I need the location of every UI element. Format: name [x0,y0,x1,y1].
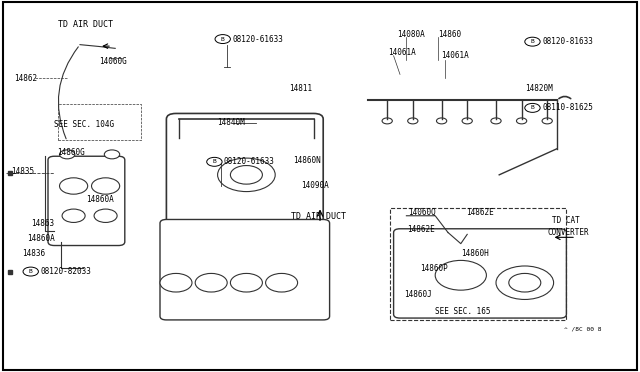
Circle shape [408,118,418,124]
Circle shape [509,273,541,292]
Text: B: B [531,105,534,110]
Text: 08120-81633: 08120-81633 [542,37,593,46]
Circle shape [104,150,120,159]
Text: 14862E: 14862E [407,225,435,234]
Circle shape [23,267,38,276]
Text: B: B [29,269,33,274]
Text: 14060G: 14060G [99,57,127,66]
Text: 14080A: 14080A [397,30,424,39]
Circle shape [525,103,540,112]
Text: 14860G: 14860G [58,148,85,157]
Circle shape [60,150,75,159]
Bar [390,208,566,320]
Text: B: B [531,39,534,44]
Circle shape [525,37,540,46]
Circle shape [491,118,501,124]
Text: 14836: 14836 [22,249,45,258]
Text: 08120-61633: 08120-61633 [232,35,283,44]
Circle shape [60,178,88,194]
Text: 14811: 14811 [289,84,312,93]
Circle shape [218,158,275,192]
Text: 08110-81625: 08110-81625 [542,103,593,112]
Circle shape [160,273,192,292]
Text: 14860P: 14860P [420,264,447,273]
Text: SEE SEC. 165: SEE SEC. 165 [435,307,491,316]
Circle shape [496,266,554,299]
Text: TD AIR DUCT: TD AIR DUCT [58,20,113,29]
Circle shape [436,118,447,124]
FancyBboxPatch shape [166,113,323,236]
Text: B: B [221,36,225,42]
Text: 14863: 14863 [31,219,54,228]
Text: SEE SEC. 104G: SEE SEC. 104G [54,120,115,129]
Text: ^ /8C 00 8: ^ /8C 00 8 [564,327,601,332]
Circle shape [382,118,392,124]
Text: 14061A: 14061A [442,51,469,60]
Circle shape [230,273,262,292]
Circle shape [266,273,298,292]
Circle shape [215,35,230,44]
Text: 14835: 14835 [12,167,35,176]
Circle shape [462,118,472,124]
Text: 14862E: 14862E [466,208,493,217]
Circle shape [92,178,120,194]
Circle shape [230,166,262,184]
Circle shape [94,209,117,222]
Circle shape [207,157,222,166]
Text: TD AIR DUCT: TD AIR DUCT [291,212,346,221]
Circle shape [62,209,85,222]
Circle shape [195,273,227,292]
Text: 14820M: 14820M [525,84,552,93]
Text: 14860: 14860 [438,30,461,39]
Text: 08120-61633: 08120-61633 [224,157,275,166]
Text: 14061A: 14061A [388,48,416,57]
Text: 14862: 14862 [14,74,37,83]
Text: 14860A: 14860A [27,234,54,243]
Circle shape [516,118,527,124]
Text: 14860A: 14860A [86,195,114,203]
Text: CONVERTER: CONVERTER [547,228,589,237]
FancyBboxPatch shape [394,229,566,318]
Text: 14090A: 14090A [301,181,328,190]
Text: 14860N: 14860N [293,156,321,165]
Circle shape [435,260,486,290]
Text: TD CAT: TD CAT [552,216,579,225]
Text: B: B [212,159,216,164]
Text: 08120-82033: 08120-82033 [40,267,91,276]
FancyBboxPatch shape [48,156,125,246]
Circle shape [542,118,552,124]
Text: 14860J: 14860J [404,290,432,299]
Text: 14060Q: 14060Q [408,208,436,217]
FancyBboxPatch shape [160,219,330,320]
Text: 14840M: 14840M [218,118,245,126]
Text: 14860H: 14860H [461,249,488,258]
